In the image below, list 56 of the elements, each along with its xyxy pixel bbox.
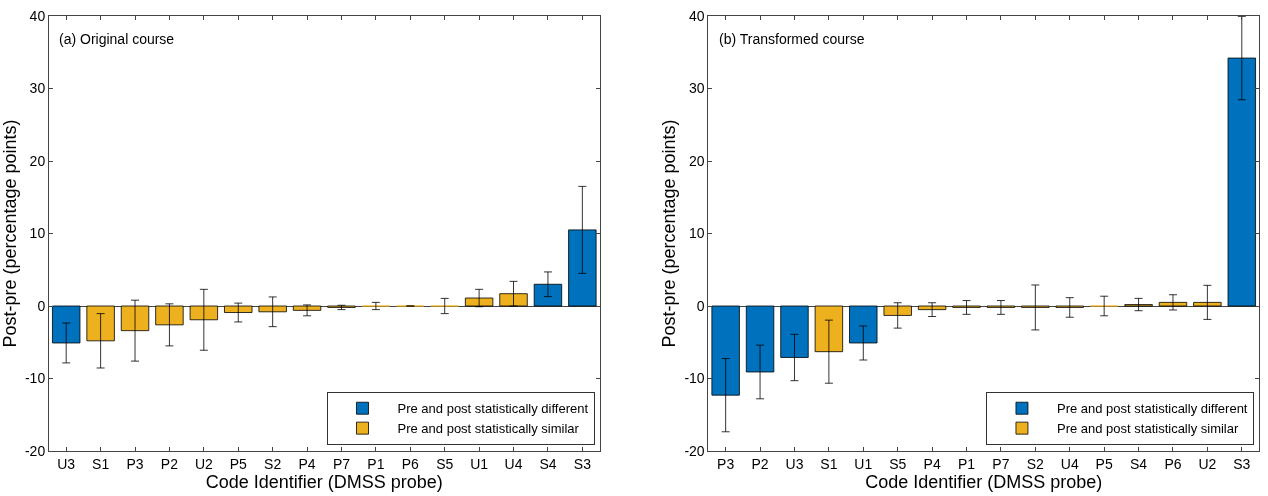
x-tick-label: P2 [751, 455, 769, 472]
x-tick-label: P5 [229, 455, 248, 472]
y-tick-label: 30 [29, 80, 46, 97]
x-tick-label: U4 [504, 455, 523, 472]
y-tick-label: 0 [696, 297, 705, 314]
x-tick-label: S5 [436, 455, 454, 472]
x-tick-label: P7 [332, 455, 351, 472]
x-tick-label: P7 [992, 455, 1010, 472]
x-tick-label: S4 [539, 455, 557, 472]
x-tick-label: U1 [470, 455, 489, 472]
y-axis-title: Post-pre (percentage points) [658, 119, 679, 348]
x-tick-label: U2 [194, 455, 213, 472]
y-tick-label: -10 [24, 370, 46, 387]
y-axis-title: Post-pre (percentage points) [0, 119, 20, 348]
x-tick-label: U3 [57, 455, 76, 472]
y-tick-label: 20 [29, 152, 46, 169]
x-tick-label: S2 [264, 455, 282, 472]
x-tick-label: P6 [401, 455, 420, 472]
y-tick-label: 20 [689, 152, 705, 169]
y-tick-label: -10 [684, 370, 705, 387]
x-axis-title: Code Identifier (DMSS probe) [865, 471, 1103, 492]
x-tick-label: P6 [1164, 455, 1182, 472]
legend-label: Pre and post statistically different [397, 401, 589, 417]
y-tick-label: -20 [684, 442, 705, 459]
x-tick-label: U3 [785, 455, 804, 472]
x-tick-label: U2 [1198, 455, 1217, 472]
y-tick-label: 30 [689, 80, 705, 97]
annotation: (a) Original course [59, 31, 175, 47]
annotation: (b) Transformed course [719, 31, 865, 47]
legend-label: Pre and post statistically different [1056, 401, 1248, 417]
x-tick-label: S3 [1233, 455, 1251, 472]
x-tick-label: S3 [573, 455, 592, 472]
x-tick-label: P2 [160, 455, 179, 472]
y-tick-label: 10 [689, 225, 705, 242]
x-tick-label: P1 [957, 455, 976, 472]
x-tick-label: P4 [923, 455, 941, 472]
x-tick-label: S2 [1026, 455, 1045, 472]
x-tick-label: S4 [1130, 455, 1148, 472]
x-tick-label: P3 [717, 455, 735, 472]
x-axis-title: Code Identifier (DMSS probe) [205, 471, 443, 492]
x-tick-label: U1 [854, 455, 873, 472]
y-tick-label: -20 [24, 442, 46, 459]
x-tick-label: S5 [889, 455, 907, 472]
y-tick-label: 40 [29, 7, 46, 24]
y-tick-label: 0 [37, 297, 46, 314]
x-tick-label: P4 [298, 455, 316, 472]
x-tick-label: P1 [367, 455, 385, 472]
x-tick-label: P3 [126, 455, 144, 472]
legend-label: Pre and post statistically similar [1056, 421, 1239, 437]
x-tick-label: P5 [1095, 455, 1113, 472]
legend-label: Pre and post statistically similar [397, 421, 580, 437]
x-tick-label: U4 [1060, 455, 1079, 472]
y-tick-label: 10 [29, 225, 46, 242]
y-tick-label: 40 [689, 7, 705, 24]
x-tick-label: S1 [92, 455, 110, 472]
x-tick-label: S1 [820, 455, 838, 472]
